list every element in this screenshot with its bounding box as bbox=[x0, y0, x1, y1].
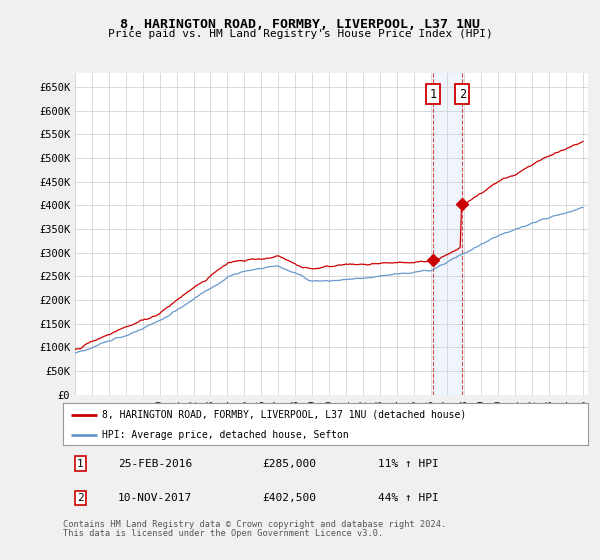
Text: 1: 1 bbox=[430, 87, 437, 101]
Text: 44% ↑ HPI: 44% ↑ HPI bbox=[378, 493, 439, 503]
Text: 1: 1 bbox=[77, 459, 84, 469]
Text: 2: 2 bbox=[458, 87, 466, 101]
Text: Price paid vs. HM Land Registry's House Price Index (HPI): Price paid vs. HM Land Registry's House … bbox=[107, 29, 493, 39]
Text: 8, HARINGTON ROAD, FORMBY, LIVERPOOL, L37 1NU: 8, HARINGTON ROAD, FORMBY, LIVERPOOL, L3… bbox=[120, 18, 480, 31]
Text: 11% ↑ HPI: 11% ↑ HPI bbox=[378, 459, 439, 469]
Text: Contains HM Land Registry data © Crown copyright and database right 2024.: Contains HM Land Registry data © Crown c… bbox=[63, 520, 446, 529]
Text: 2: 2 bbox=[77, 493, 84, 503]
Text: 25-FEB-2016: 25-FEB-2016 bbox=[118, 459, 193, 469]
Bar bbox=[433, 73, 462, 395]
Text: 8, HARINGTON ROAD, FORMBY, LIVERPOOL, L37 1NU (detached house): 8, HARINGTON ROAD, FORMBY, LIVERPOOL, L3… bbox=[103, 410, 467, 420]
Text: 10-NOV-2017: 10-NOV-2017 bbox=[118, 493, 193, 503]
Text: This data is licensed under the Open Government Licence v3.0.: This data is licensed under the Open Gov… bbox=[63, 529, 383, 538]
Text: £285,000: £285,000 bbox=[263, 459, 317, 469]
Text: £402,500: £402,500 bbox=[263, 493, 317, 503]
Text: HPI: Average price, detached house, Sefton: HPI: Average price, detached house, Seft… bbox=[103, 430, 349, 440]
